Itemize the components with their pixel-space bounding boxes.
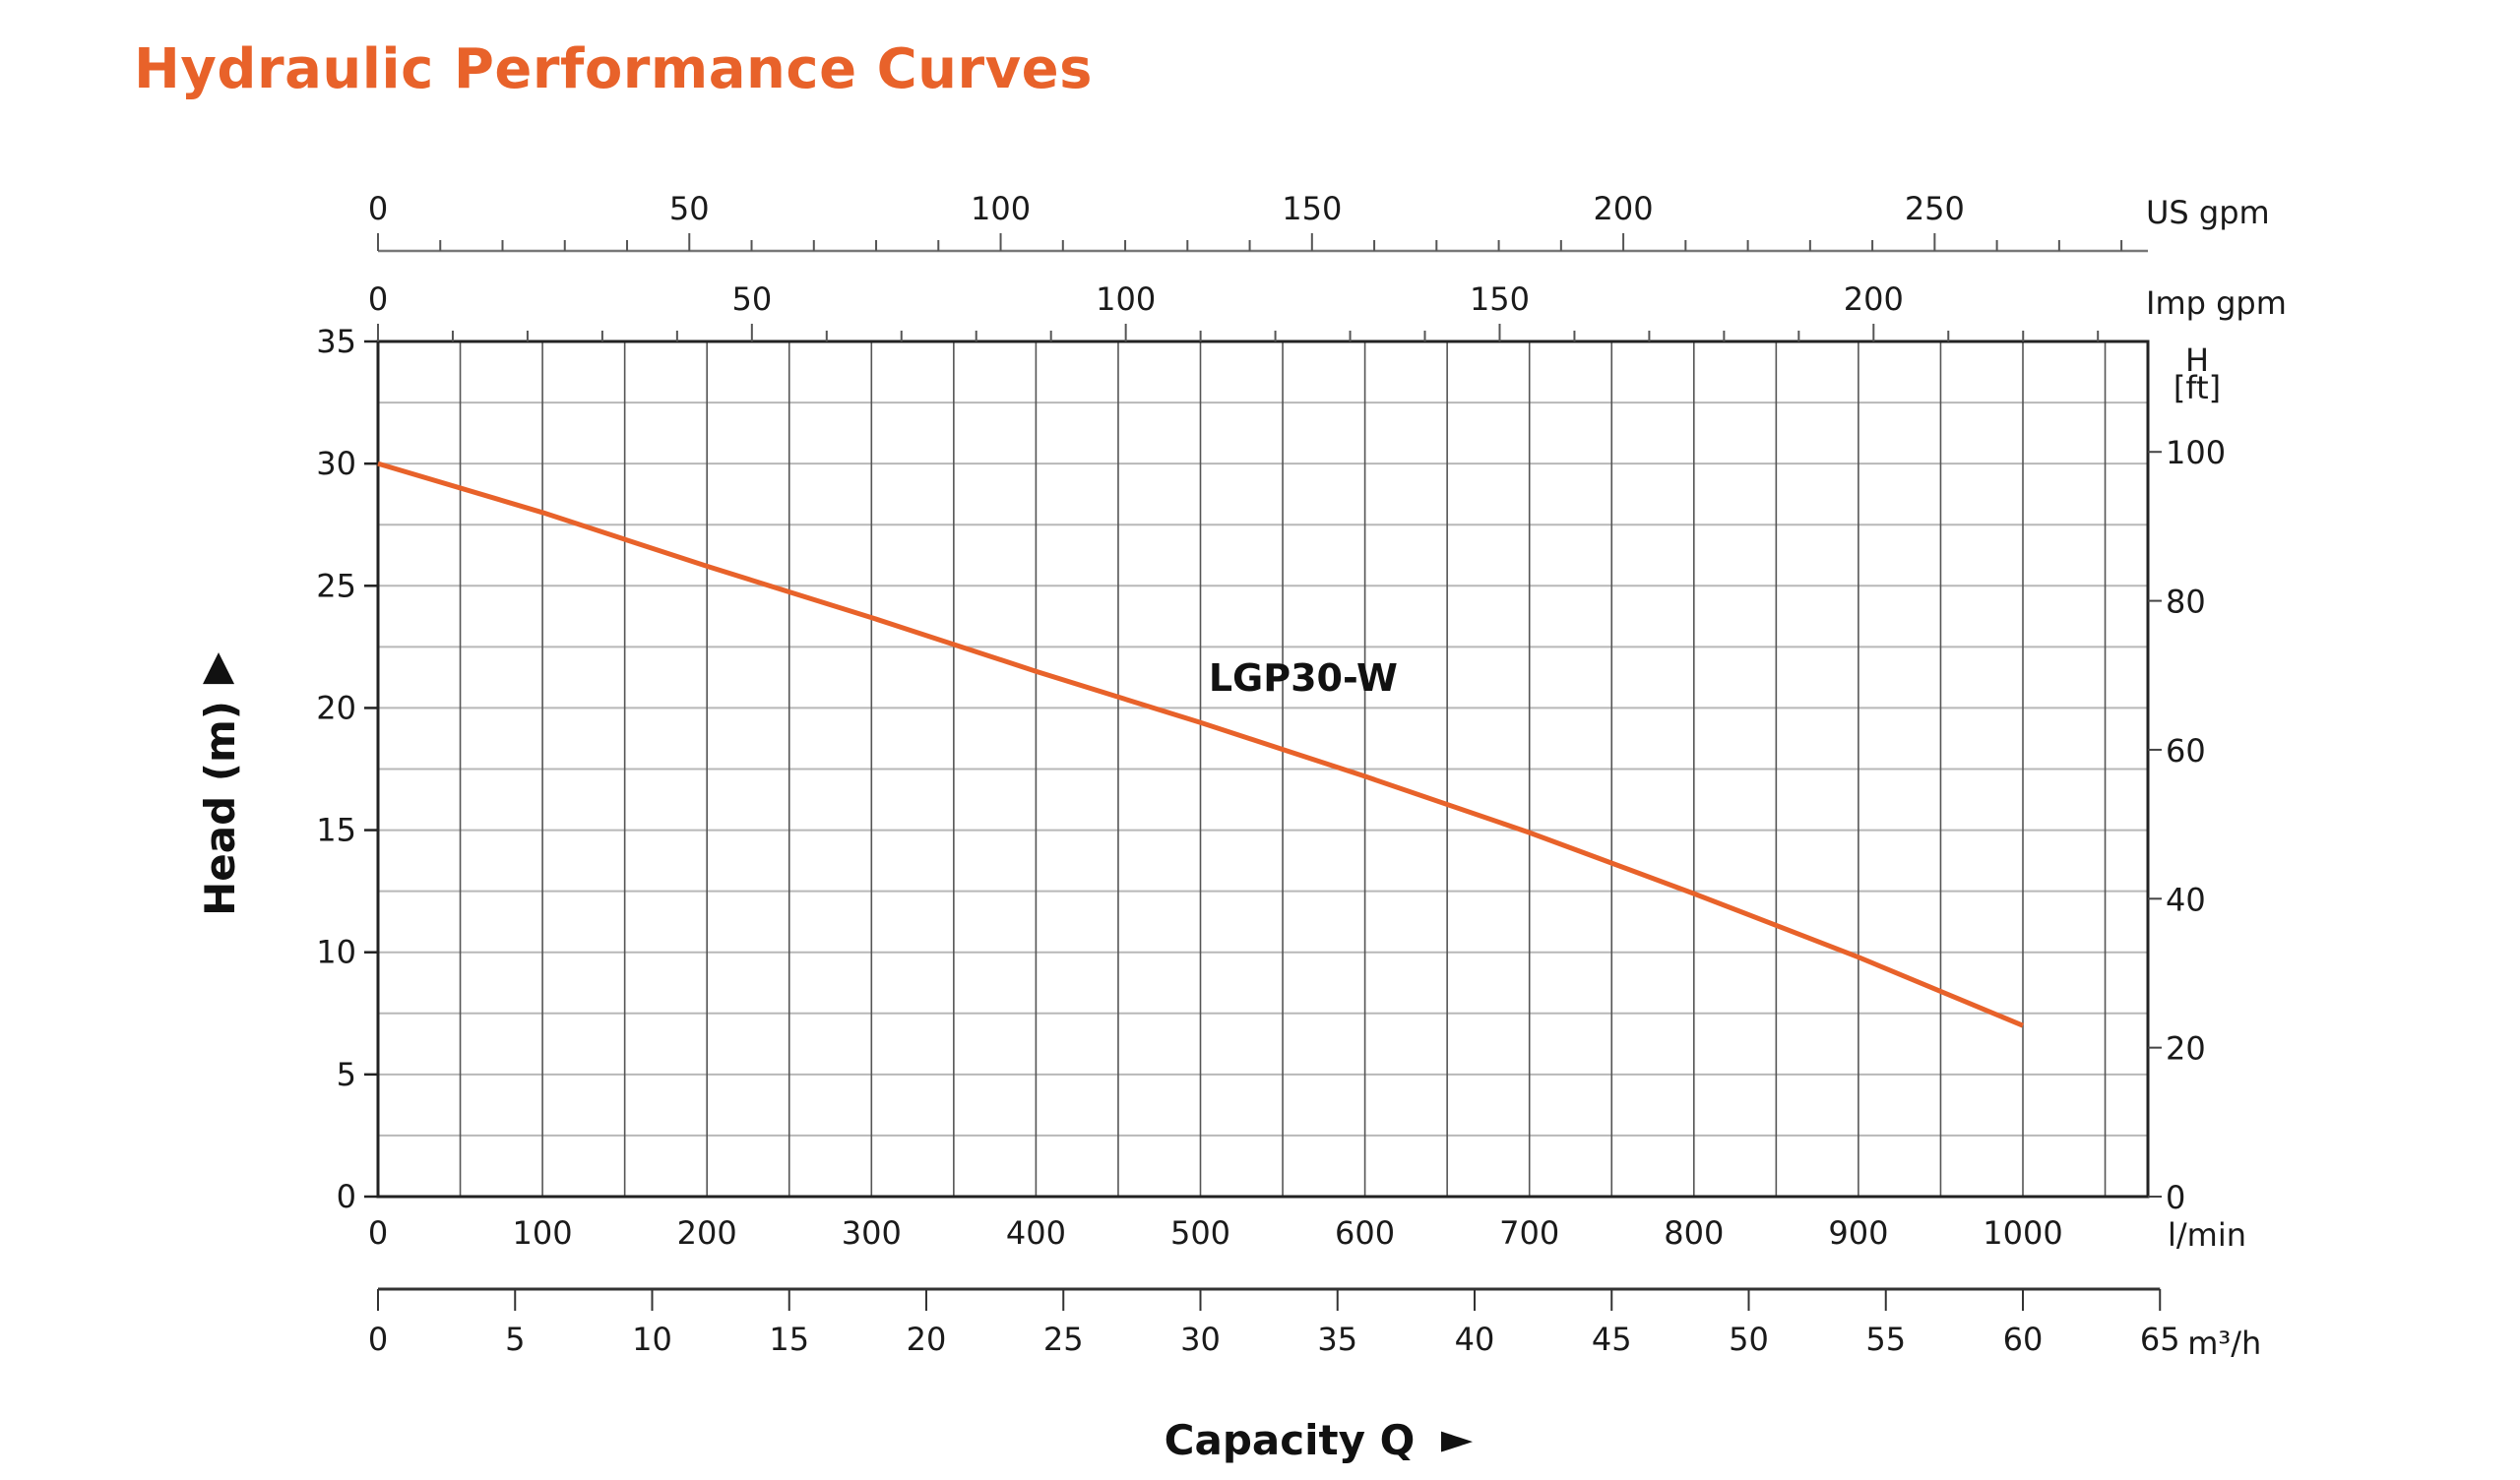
x-tick-label: 200	[677, 1214, 737, 1252]
m3h-tick-label: 45	[1592, 1321, 1632, 1358]
imp-gpm-tick-label: 200	[1844, 280, 1904, 318]
m3h-tick-label: 10	[632, 1321, 672, 1358]
m3h-tick-label: 5	[505, 1321, 525, 1358]
axes	[364, 233, 2162, 1311]
y-tick-label: 15	[316, 812, 356, 849]
y-tick-label: 0	[337, 1178, 356, 1215]
x-axis-title: Capacity Q	[1165, 1416, 1416, 1464]
x-tick-label: 300	[842, 1214, 902, 1252]
m3h-tick-label: 55	[1865, 1321, 1906, 1358]
x-tick-label: 1000	[1983, 1214, 2062, 1252]
m3h-tick-label: 30	[1180, 1321, 1221, 1358]
y-axis-arrow-icon: ▲	[203, 641, 235, 689]
m3h-tick-label: 35	[1317, 1321, 1357, 1358]
plot-border	[376, 339, 2150, 1199]
x-tick-label: 800	[1664, 1214, 1724, 1252]
y-tick-label: 5	[337, 1056, 356, 1093]
us-gpm-tick-label: 100	[971, 190, 1031, 227]
us-gpm-tick-label: 250	[1905, 190, 1965, 227]
imp-gpm-tick-label: 50	[731, 280, 772, 318]
imp-gpm-tick-label: 150	[1470, 280, 1530, 318]
m3h-tick-label: 60	[2003, 1321, 2044, 1358]
y-tick-label: 20	[316, 689, 356, 726]
us-gpm-tick-label: 150	[1282, 190, 1342, 227]
y-tick-label: 25	[316, 567, 356, 604]
x-tick-label: 500	[1170, 1214, 1230, 1252]
m3h-tick-label: 50	[1729, 1321, 1769, 1358]
us-gpm-tick-label: 50	[669, 190, 710, 227]
x-tick-label: 900	[1828, 1214, 1888, 1252]
ft-axis-label-unit: [ft]	[2174, 369, 2221, 406]
series-layer	[377, 461, 2024, 1028]
y-tick-label: 35	[316, 323, 356, 360]
x-tick-label: 600	[1335, 1214, 1395, 1252]
x-tick-label: 700	[1499, 1214, 1559, 1252]
ft-tick-label: 80	[2166, 584, 2206, 621]
ft-tick-label: 20	[2166, 1030, 2206, 1068]
ft-axis-label-h: H	[2185, 341, 2209, 379]
grid	[378, 341, 2148, 1197]
ft-tick-label: 0	[2166, 1179, 2185, 1216]
y-tick-label: 10	[316, 934, 356, 971]
m3h-tick-label: 65	[2140, 1321, 2180, 1358]
imp-gpm-tick-label: 100	[1096, 280, 1156, 318]
imp-gpm-unit-label: Imp gpm	[2146, 284, 2287, 322]
chart-title: Hydraulic Performance Curves	[134, 37, 1093, 101]
ft-tick-label: 100	[2166, 434, 2226, 471]
y-tick-label: 30	[316, 445, 356, 482]
x-unit-label: l/min	[2168, 1216, 2246, 1254]
m3h-tick-label: 25	[1043, 1321, 1084, 1358]
series-line-lgp30-w	[377, 461, 2024, 1028]
x-axis-arrow-icon: ►	[1441, 1414, 1474, 1462]
plot-frame	[376, 339, 2150, 1199]
us-gpm-unit-label: US gpm	[2146, 194, 2270, 231]
x-tick-label: 0	[368, 1214, 388, 1252]
m3h-tick-label: 20	[907, 1321, 947, 1358]
m3h-tick-label: 15	[769, 1321, 809, 1358]
ft-tick-label: 60	[2166, 732, 2206, 770]
x-tick-label: 400	[1006, 1214, 1066, 1252]
m3h-unit-label: m³/h	[2187, 1325, 2261, 1362]
m3h-tick-label: 0	[368, 1321, 388, 1358]
us-gpm-tick-label: 200	[1594, 190, 1654, 227]
y-axis-title: Head (m)	[196, 701, 244, 916]
imp-gpm-tick-label: 0	[368, 280, 388, 318]
us-gpm-tick-label: 0	[368, 190, 388, 227]
m3h-tick-label: 40	[1455, 1321, 1495, 1358]
ft-tick-label: 40	[2166, 881, 2206, 918]
x-tick-label: 100	[513, 1214, 573, 1252]
series-label: LGP30-W	[1209, 656, 1398, 700]
